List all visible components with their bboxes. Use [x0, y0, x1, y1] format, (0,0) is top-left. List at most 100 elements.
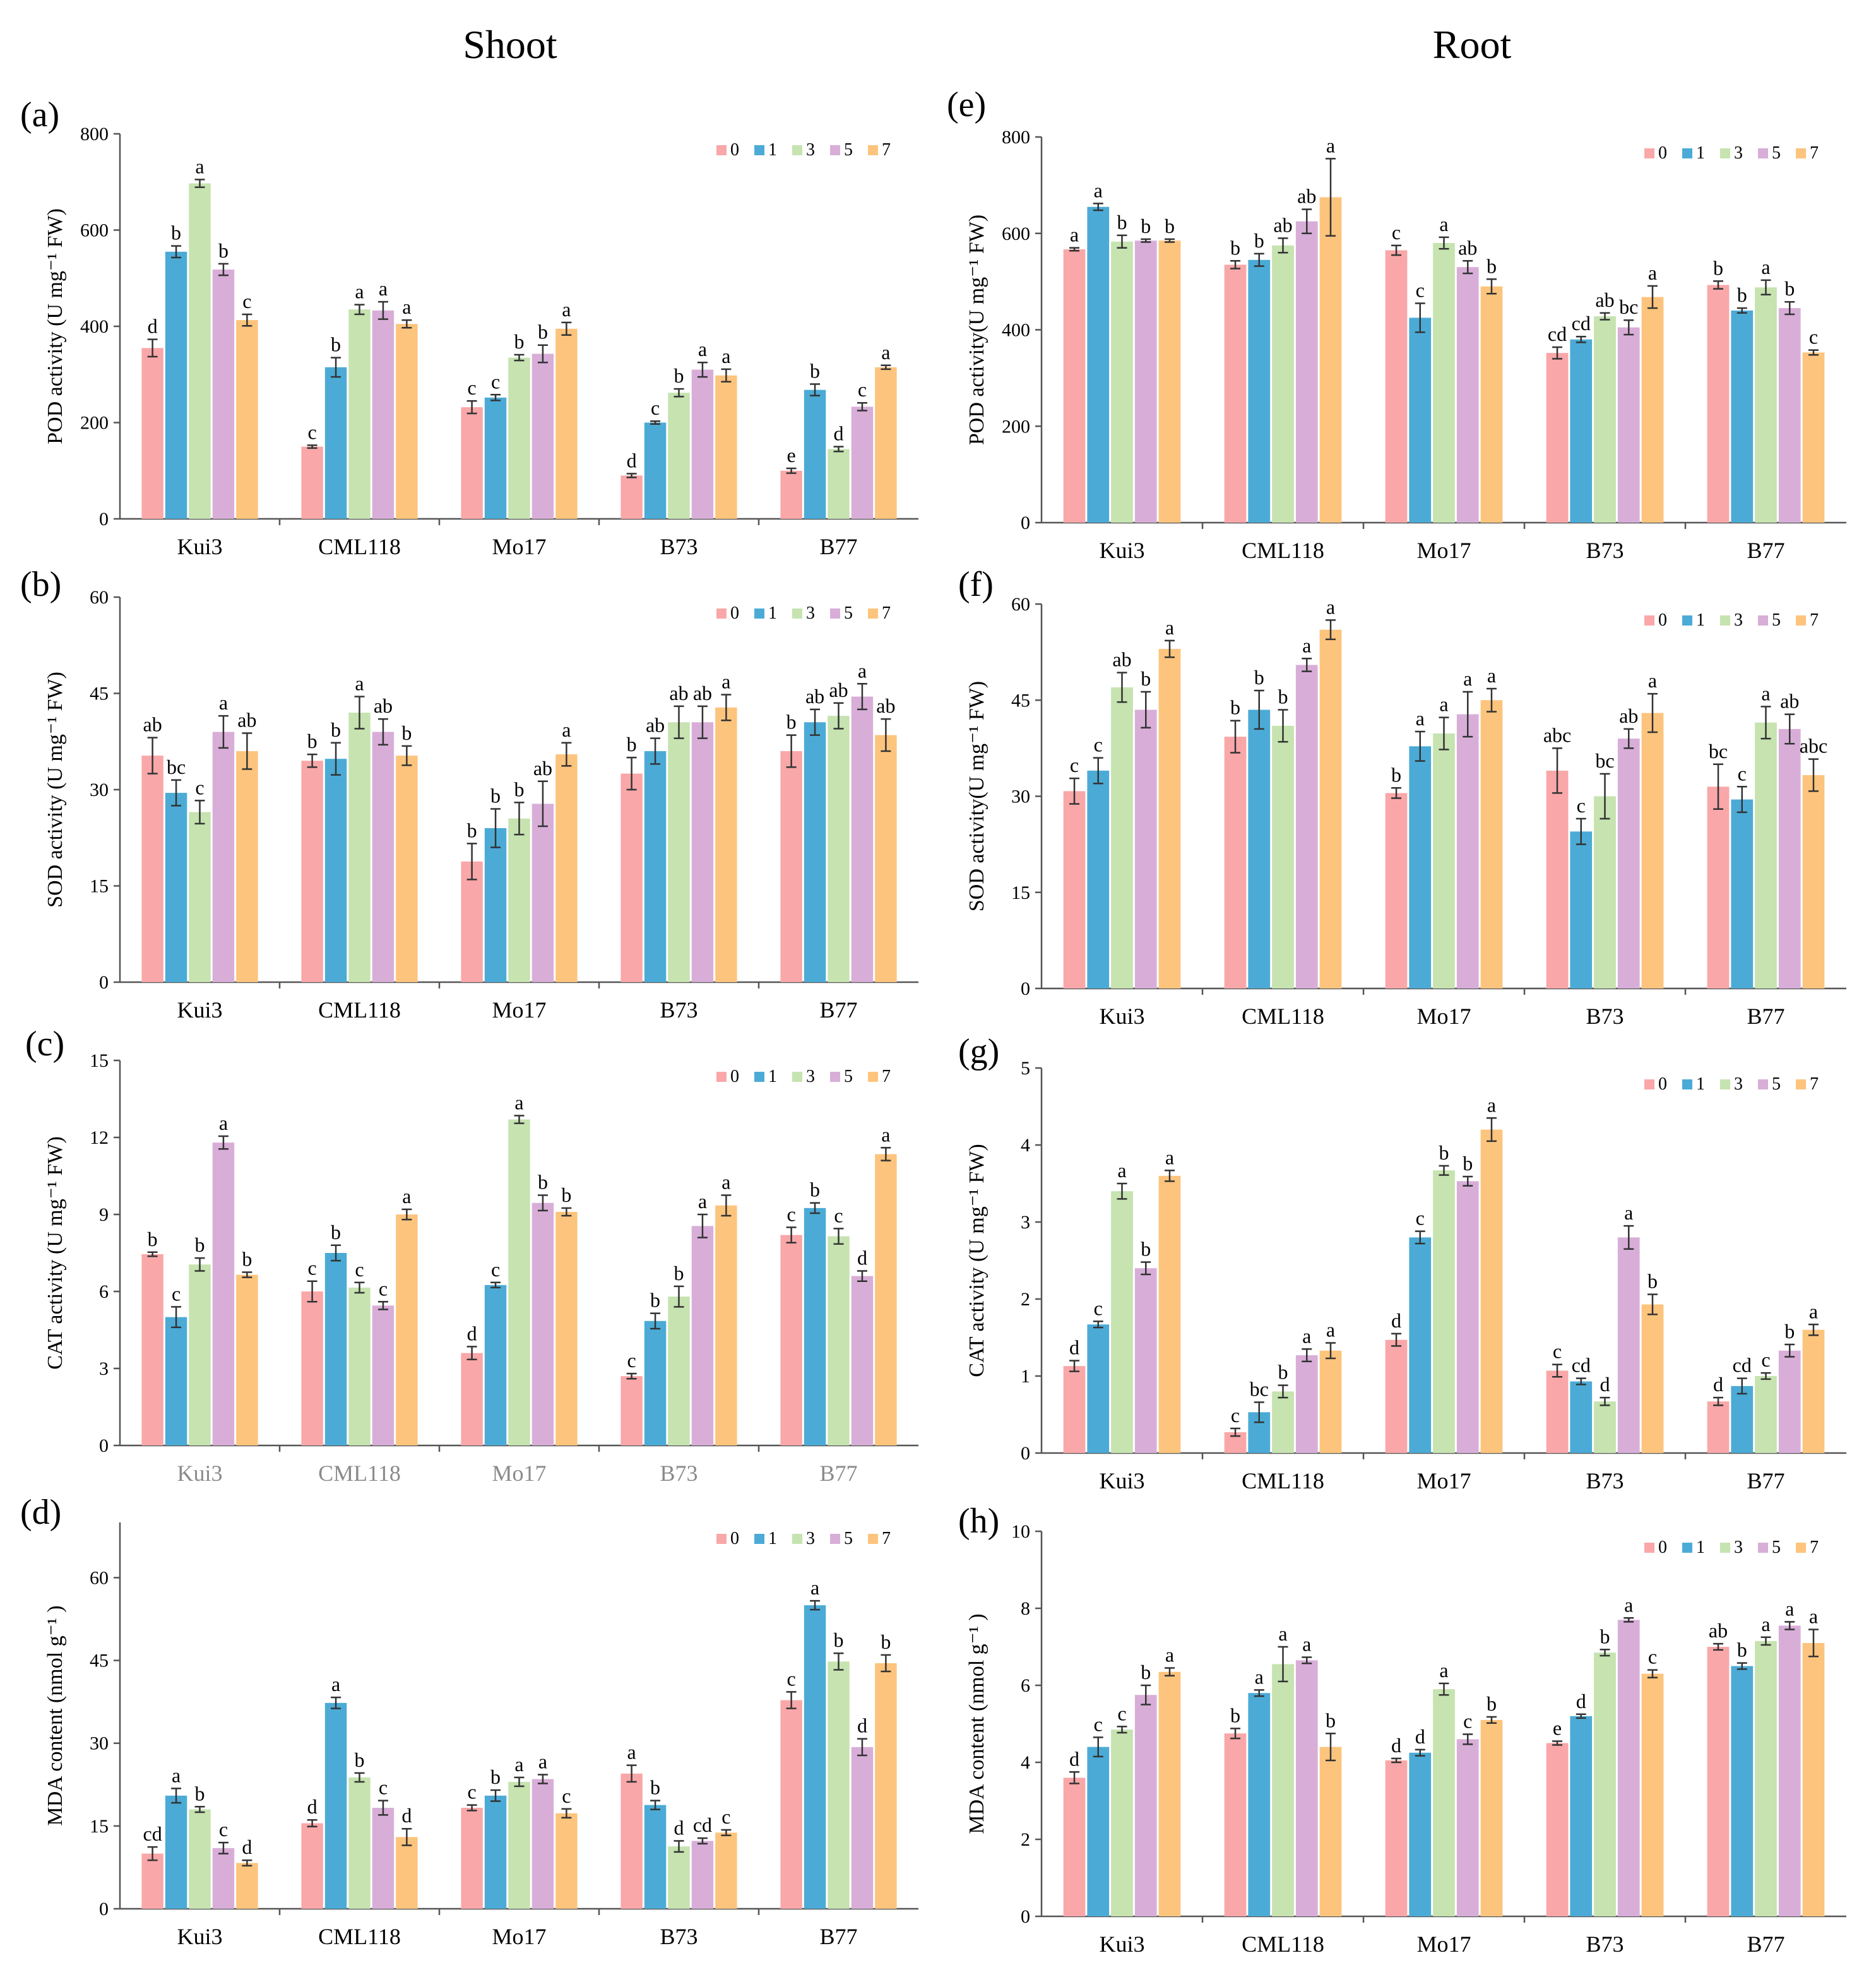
y-tick-label: 0 [99, 509, 109, 530]
bar-3 [668, 393, 690, 519]
significance-letter: b [810, 360, 820, 383]
significance-letter: d [1600, 1373, 1610, 1396]
y-tick-label: 0 [99, 1899, 109, 1920]
y-tick-label: 60 [90, 587, 109, 608]
significance-letter: a [1094, 179, 1103, 201]
significance-letter: d [857, 1246, 867, 1269]
significance-letter: a [379, 277, 388, 300]
bar-0 [620, 1376, 643, 1445]
x-tick-label: Kui3 [1100, 1468, 1145, 1493]
bar-5 [372, 732, 395, 982]
y-tick-label: 45 [90, 684, 109, 704]
x-tick-label: Mo17 [492, 1461, 546, 1486]
y-tick-label: 2 [1021, 1289, 1030, 1310]
significance-letter: b [401, 721, 412, 744]
significance-letter: a [1165, 1146, 1174, 1168]
bar-0 [461, 407, 483, 519]
bar-0 [780, 751, 802, 982]
bar-1 [1248, 1693, 1271, 1916]
significance-letter: b [1230, 236, 1240, 259]
significance-letter: c [1416, 278, 1425, 301]
significance-letter: b [514, 330, 525, 353]
significance-letter: b [1141, 215, 1151, 237]
significance-letter: a [1648, 669, 1657, 692]
significance-letter: c [195, 776, 204, 798]
legend-label: 0 [730, 603, 739, 623]
bar-3 [1272, 245, 1294, 523]
legend: 0 1 3 5 7 [1644, 143, 1819, 163]
y-tick-label: 5 [1021, 1058, 1030, 1079]
panel-label: (b) [20, 565, 61, 604]
bar-5 [372, 1305, 395, 1445]
significance-letter: d [1576, 1690, 1586, 1712]
significance-letter: a [1761, 682, 1770, 704]
significance-letter: a [858, 659, 867, 682]
significance-letter: c [491, 1258, 500, 1281]
legend-label: 1 [768, 603, 777, 623]
significance-letter: bc [1619, 295, 1638, 318]
bar-7 [875, 735, 897, 982]
significance-letter: b [195, 1233, 205, 1256]
x-tick-label: CML118 [318, 534, 401, 559]
significance-letter: c [491, 370, 500, 393]
bar-0 [620, 773, 643, 982]
bar-1 [324, 1253, 347, 1445]
x-tick-label: B73 [660, 1924, 698, 1949]
significance-letter: a [1326, 595, 1335, 618]
bar-1 [804, 722, 826, 982]
legend-label: 3 [1734, 610, 1743, 630]
legend-swatch [830, 145, 840, 155]
significance-letter: d [1713, 1373, 1723, 1396]
legend-label: 7 [1810, 610, 1819, 630]
bar-1 [804, 1208, 826, 1445]
bar-1 [1409, 1237, 1432, 1453]
bar-7 [555, 1211, 578, 1445]
legend-label: 0 [1658, 610, 1667, 630]
panel-label: (e) [947, 85, 986, 124]
significance-letter: b [242, 1248, 252, 1271]
legend-swatch [1682, 615, 1692, 626]
y-tick-label: 0 [1021, 513, 1030, 533]
bar-1 [1731, 1666, 1754, 1916]
x-tick-label: CML118 [318, 1461, 401, 1486]
legend-label: 7 [1810, 1538, 1819, 1557]
significance-letter: b [1326, 1709, 1336, 1731]
significance-letter: a [1809, 1605, 1818, 1628]
bar-7 [715, 1832, 737, 1909]
significance-letter: a [721, 1171, 730, 1194]
significance-letter: c [242, 290, 251, 312]
significance-letter: ab [374, 694, 393, 717]
significance-letter: a [1648, 261, 1657, 284]
significance-letter: c [1117, 1702, 1126, 1724]
significance-letter: a [1278, 1622, 1287, 1645]
y-tick-label: 3 [99, 1358, 109, 1379]
bar-3 [189, 183, 211, 519]
significance-letter: ab [693, 682, 712, 704]
x-tick-label: B73 [1586, 1468, 1624, 1493]
legend: 0 1 3 5 7 [716, 603, 891, 623]
significance-letter: d [401, 1804, 412, 1827]
significance-letter: bc [1250, 1377, 1269, 1400]
legend-swatch [1720, 1543, 1730, 1553]
significance-letter: c [1761, 1348, 1770, 1371]
legend-label: 0 [730, 140, 739, 160]
significance-letter: a [698, 338, 707, 360]
significance-letter: b [1141, 667, 1151, 690]
bar-0 [1224, 737, 1247, 988]
significance-letter: ab [143, 713, 162, 736]
y-tick-label: 0 [1021, 1906, 1030, 1927]
bar-7 [1158, 1175, 1181, 1453]
bar-5 [851, 1747, 874, 1909]
legend-label: 0 [730, 1529, 739, 1548]
significance-letter: c [1094, 1297, 1103, 1319]
bar-0 [1546, 770, 1569, 988]
legend-swatch [1796, 1079, 1806, 1089]
bar-0 [1707, 1647, 1730, 1916]
significance-letter: a [1624, 1593, 1633, 1616]
bar-3 [508, 1119, 530, 1445]
significance-letter: c [355, 1258, 364, 1281]
bar-1 [324, 1702, 347, 1909]
legend-label: 0 [730, 1067, 739, 1086]
